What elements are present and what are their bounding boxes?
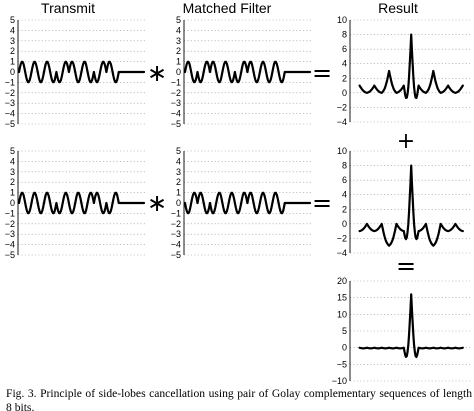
y-tick-label: 20 — [337, 276, 347, 286]
y-tick-label: 4 — [176, 25, 181, 35]
y-tick-label: 15 — [337, 293, 347, 303]
y-tick-label: −1 — [171, 208, 181, 218]
y-tick-label: −4 — [337, 117, 347, 127]
signal-trace — [183, 191, 312, 215]
y-tick-label: −5 — [5, 250, 15, 260]
y-tick-label: −2 — [5, 219, 15, 229]
y-tick-label: 1 — [176, 57, 181, 67]
y-tick-label: 2 — [176, 177, 181, 187]
y-tick-label: 0 — [342, 343, 347, 353]
equals-operator-sum: = — [396, 252, 416, 280]
y-tick-label: −5 — [337, 359, 347, 369]
y-tick-label: 3 — [10, 167, 15, 177]
y-tick-label: −3 — [5, 98, 15, 108]
panel-result-a: 10 8 6 4 2 0 −2 −4 — [337, 15, 470, 127]
y-tick-label: 0 — [342, 88, 347, 98]
convolve-operator-row2: ∗ — [147, 189, 167, 217]
y-tick-label: −4 — [171, 240, 181, 250]
header-matched-filter: Matched Filter — [183, 0, 272, 16]
y-tick-label: −5 — [171, 119, 181, 129]
y-tick-label: 10 — [337, 309, 347, 319]
y-tick-label: 2 — [10, 177, 15, 187]
signal-trace — [358, 33, 464, 99]
y-tick-label: 6 — [342, 44, 347, 54]
panel-result-b: 10 8 6 4 2 0 −2 −4 — [337, 146, 470, 258]
equals-operator-row1: = — [312, 59, 332, 87]
y-tick-label: −3 — [171, 98, 181, 108]
y-tick-label: 0 — [176, 198, 181, 208]
y-tick-label: −4 — [5, 240, 15, 250]
y-tick-label: −2 — [5, 88, 15, 98]
y-tick-label: 0 — [176, 67, 181, 77]
y-tick-label: 4 — [10, 25, 15, 35]
y-tick-label: −1 — [5, 77, 15, 87]
y-tick-label: 1 — [10, 188, 15, 198]
signal-trace — [358, 293, 464, 358]
y-tick-label: 6 — [342, 175, 347, 185]
y-tick-label: −2 — [337, 102, 347, 112]
figure-caption: Fig. 3. Principle of side-lobes cancella… — [6, 387, 472, 411]
y-tick-label: 0 — [10, 67, 15, 77]
header-transmit: Transmit — [41, 0, 95, 16]
y-tick-label: 5 — [176, 146, 181, 156]
y-tick-label: 2 — [342, 73, 347, 83]
y-tick-label: 5 — [10, 15, 15, 25]
y-tick-label: −2 — [337, 233, 347, 243]
y-tick-label: 2 — [342, 204, 347, 214]
signal-trace — [17, 60, 146, 84]
y-tick-label: 8 — [342, 161, 347, 171]
y-tick-label: 8 — [342, 30, 347, 40]
y-tick-label: −4 — [171, 109, 181, 119]
y-tick-label: −2 — [171, 88, 181, 98]
y-tick-label: 5 — [342, 326, 347, 336]
y-tick-label: 10 — [337, 146, 347, 156]
y-tick-label: −3 — [5, 229, 15, 239]
y-tick-label: 5 — [176, 15, 181, 25]
y-tick-label: 4 — [342, 59, 347, 69]
signal-trace — [358, 164, 464, 247]
y-tick-label: 4 — [176, 156, 181, 166]
y-tick-label: −5 — [5, 119, 15, 129]
y-tick-label: −1 — [5, 208, 15, 218]
y-tick-label: −4 — [5, 109, 15, 119]
figure: Transmit Matched Filter Result ∗ = ∗ = +… — [5, 0, 470, 386]
y-tick-label: 1 — [176, 188, 181, 198]
signal-trace — [183, 60, 312, 84]
header-result: Result — [378, 0, 418, 16]
y-tick-label: 3 — [176, 36, 181, 46]
convolve-operator-row1: ∗ — [147, 59, 167, 87]
y-tick-label: −3 — [171, 229, 181, 239]
y-tick-label: −2 — [171, 219, 181, 229]
y-tick-label: −1 — [171, 77, 181, 87]
panel-sum: 20 15 10 5 0 −5 −10 — [332, 276, 470, 386]
y-tick-label: 4 — [10, 156, 15, 166]
y-tick-label: 1 — [10, 57, 15, 67]
y-tick-label: 10 — [337, 15, 347, 25]
y-tick-label: 5 — [10, 146, 15, 156]
y-tick-label: 4 — [342, 190, 347, 200]
y-tick-label: −10 — [332, 376, 347, 386]
y-tick-label: 0 — [342, 219, 347, 229]
y-tick-label: 2 — [10, 46, 15, 56]
y-tick-label: 3 — [176, 167, 181, 177]
y-tick-label: 0 — [10, 198, 15, 208]
equals-operator-row2: = — [312, 189, 332, 217]
y-tick-label: 3 — [10, 36, 15, 46]
signal-trace — [17, 191, 146, 215]
plus-operator: + — [397, 129, 415, 154]
y-tick-label: 2 — [176, 46, 181, 56]
y-tick-label: −4 — [337, 248, 347, 258]
y-tick-label: −5 — [171, 250, 181, 260]
